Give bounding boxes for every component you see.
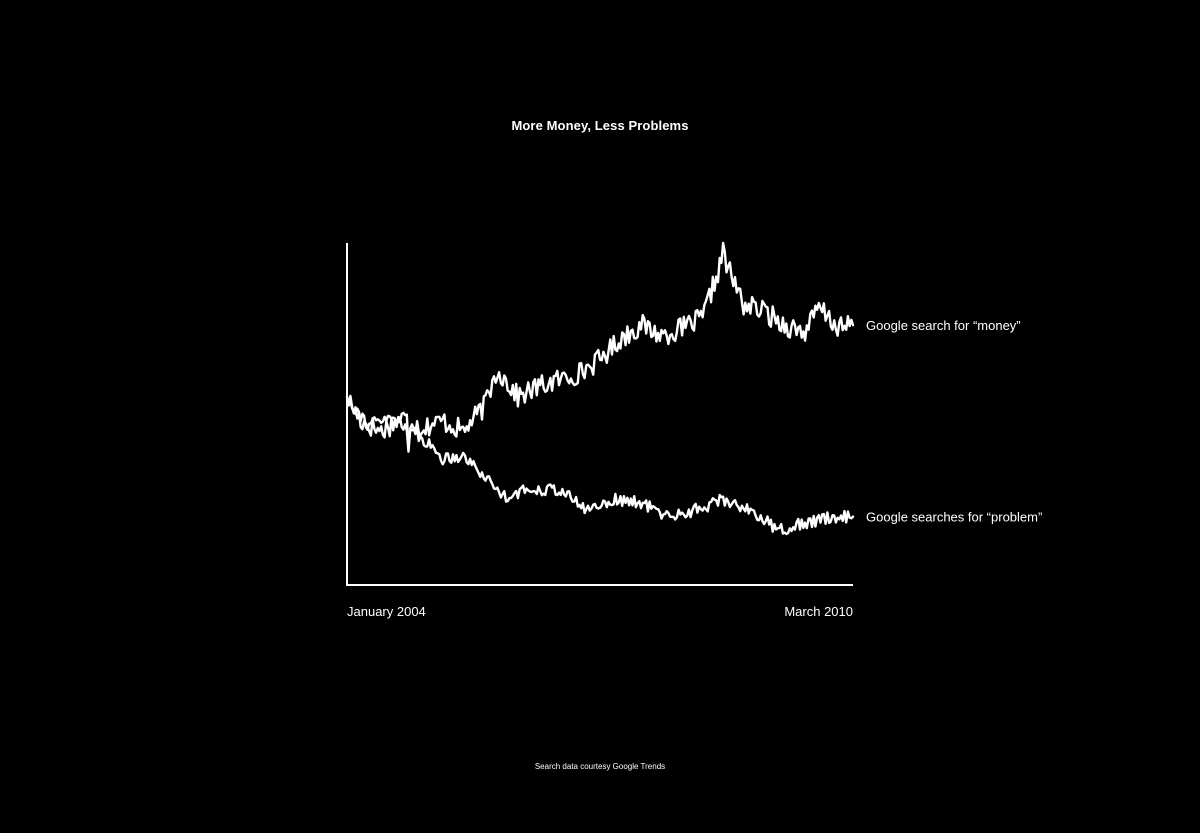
source-note: Search data courtesy Google Trends [534,762,666,771]
series-group [345,241,855,536]
chart-axes [346,243,853,586]
series-label-money: Google search for “money” [866,318,1021,333]
series-line-problem [345,395,855,536]
series-line-money [345,241,855,450]
x-tick-label-start: January 2004 [347,604,426,619]
labels-group: January 2004 March 2010 Google search for … [347,318,1042,619]
x-tick-label-end: March 2010 [784,604,853,619]
series-label-problem: Google searches for “problem” [866,510,1042,525]
chart-title: More Money, Less Problems [511,118,689,133]
